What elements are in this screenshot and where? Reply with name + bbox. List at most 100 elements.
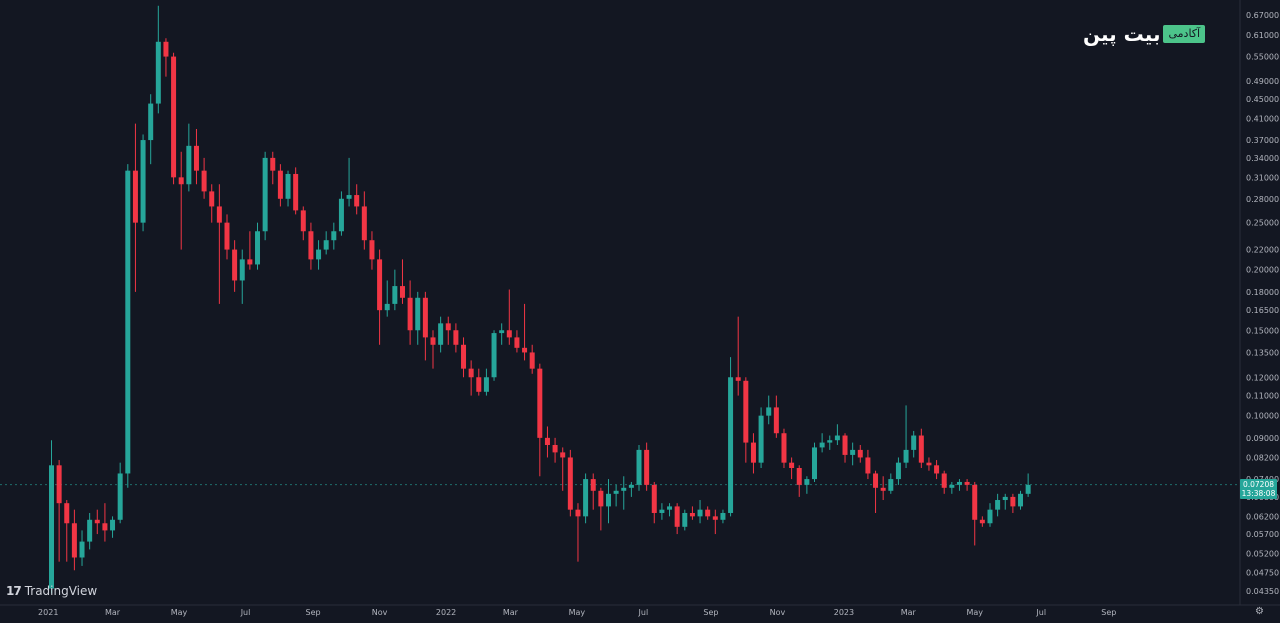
candle[interactable] <box>354 184 360 215</box>
candle[interactable] <box>277 164 283 207</box>
candle[interactable] <box>674 503 680 535</box>
candle[interactable] <box>728 357 734 517</box>
candle[interactable] <box>361 191 367 250</box>
candle[interactable] <box>934 460 940 480</box>
candle[interactable] <box>560 447 566 491</box>
candle[interactable] <box>102 503 108 542</box>
candle[interactable] <box>865 449 871 480</box>
candle[interactable] <box>918 428 924 468</box>
candle[interactable] <box>850 442 856 466</box>
candle[interactable] <box>300 206 306 241</box>
candle[interactable] <box>49 440 54 594</box>
candle[interactable] <box>575 503 581 562</box>
candle[interactable] <box>827 435 833 450</box>
candle[interactable] <box>399 259 405 304</box>
candle[interactable] <box>262 151 268 241</box>
candle[interactable] <box>964 479 970 491</box>
candle[interactable] <box>377 249 383 345</box>
candle[interactable] <box>605 479 611 524</box>
candle[interactable] <box>895 457 901 485</box>
candle[interactable] <box>544 426 550 458</box>
candle[interactable] <box>316 240 322 270</box>
candle[interactable] <box>972 481 978 546</box>
candle[interactable] <box>193 128 199 185</box>
candle[interactable] <box>1025 473 1031 497</box>
candle[interactable] <box>476 368 482 396</box>
candle[interactable] <box>323 231 329 255</box>
candle[interactable] <box>384 280 390 317</box>
candle[interactable] <box>468 360 474 396</box>
candle[interactable] <box>407 280 413 345</box>
candle[interactable] <box>186 123 192 192</box>
candle[interactable] <box>87 512 93 550</box>
candle[interactable] <box>720 509 726 524</box>
candle[interactable] <box>247 231 253 270</box>
candle[interactable] <box>956 479 962 491</box>
candle[interactable] <box>819 433 825 453</box>
candle[interactable] <box>689 506 695 520</box>
candle[interactable] <box>766 395 772 425</box>
candle[interactable] <box>270 151 276 185</box>
candle[interactable] <box>888 473 894 494</box>
candle[interactable] <box>659 503 665 520</box>
candle[interactable] <box>110 516 116 538</box>
candle[interactable] <box>71 509 77 571</box>
candle[interactable] <box>117 462 123 524</box>
candle[interactable] <box>598 487 604 531</box>
candle[interactable] <box>636 444 642 491</box>
candle[interactable] <box>422 291 428 361</box>
candle[interactable] <box>506 289 512 345</box>
candle[interactable] <box>56 460 62 562</box>
candle[interactable] <box>1010 493 1016 513</box>
candle[interactable] <box>64 500 70 562</box>
candle[interactable] <box>903 405 909 468</box>
candle[interactable] <box>735 316 741 396</box>
candle[interactable] <box>209 184 215 223</box>
candle[interactable] <box>499 323 505 345</box>
candle[interactable] <box>857 444 863 463</box>
candle[interactable] <box>415 291 421 345</box>
candle[interactable] <box>293 167 299 215</box>
candle[interactable] <box>781 428 787 468</box>
candle[interactable] <box>880 476 886 501</box>
candle[interactable] <box>926 457 932 471</box>
candle[interactable] <box>224 214 230 260</box>
tradingview-logo[interactable]: 17 TradingView <box>6 584 97 598</box>
candle[interactable] <box>308 222 314 270</box>
candle[interactable] <box>873 470 879 513</box>
candle[interactable] <box>979 516 985 527</box>
candle[interactable] <box>255 222 261 270</box>
candle[interactable] <box>750 433 756 474</box>
candle[interactable] <box>239 249 245 304</box>
candle[interactable] <box>216 184 222 304</box>
candle[interactable] <box>430 330 436 369</box>
candle[interactable] <box>392 269 398 311</box>
candle[interactable] <box>628 481 634 497</box>
candle[interactable] <box>338 191 344 236</box>
candle[interactable] <box>995 493 1001 517</box>
candle[interactable] <box>842 433 848 463</box>
candle[interactable] <box>483 368 489 396</box>
candle[interactable] <box>491 330 497 381</box>
candle[interactable] <box>789 457 795 480</box>
candle[interactable] <box>537 363 543 477</box>
candle[interactable] <box>949 481 955 494</box>
candle[interactable] <box>94 509 100 535</box>
candle[interactable] <box>461 337 467 378</box>
candle[interactable] <box>644 442 650 491</box>
candle[interactable] <box>178 151 184 250</box>
candle[interactable] <box>79 530 85 566</box>
candle[interactable] <box>712 509 718 535</box>
candle[interactable] <box>140 134 146 232</box>
candle[interactable] <box>522 303 528 361</box>
candle[interactable] <box>445 316 451 345</box>
candle[interactable] <box>697 500 703 524</box>
candle[interactable] <box>613 484 619 507</box>
candle[interactable] <box>987 503 993 527</box>
candle[interactable] <box>285 170 291 207</box>
candle[interactable] <box>812 442 817 482</box>
candle[interactable] <box>514 330 520 353</box>
candle[interactable] <box>171 52 177 185</box>
candle[interactable] <box>438 316 444 353</box>
